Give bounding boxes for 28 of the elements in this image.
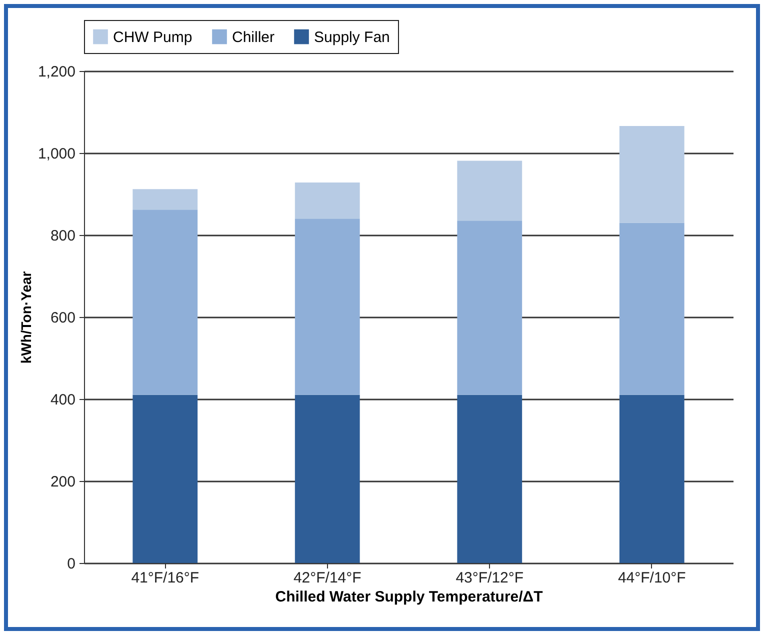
bar	[294, 394, 360, 563]
bar	[294, 182, 360, 219]
bar	[132, 210, 198, 395]
legend-label: Chiller	[232, 28, 275, 46]
bar	[619, 126, 684, 223]
bar	[457, 220, 522, 395]
bar	[619, 394, 684, 563]
y-axis-title: kWh/Ton·Year	[18, 270, 34, 364]
y-tick-label: 0	[67, 556, 76, 572]
bar	[457, 160, 522, 221]
legend-label: Supply Fan	[314, 28, 390, 46]
y-tick-label: 200	[50, 474, 76, 490]
x-tick-label: 43°F/12°F	[456, 570, 524, 586]
bar	[132, 189, 198, 210]
y-tick-label: 400	[50, 392, 76, 408]
bar	[294, 218, 360, 395]
x-tick-label: 42°F/14°F	[293, 570, 362, 586]
legend-label: CHW Pump	[113, 28, 192, 46]
y-tick-label: 1,000	[38, 146, 76, 162]
x-tick-label: 44°F/10°F	[618, 570, 686, 586]
bar	[457, 394, 522, 563]
y-tick-label: 800	[50, 228, 76, 244]
bar	[619, 222, 684, 395]
y-tick-label: 1,200	[38, 64, 76, 80]
x-axis-title: Chilled Water Supply Temperature/ΔT	[275, 588, 543, 606]
bar	[132, 394, 198, 563]
y-tick-label: 600	[50, 310, 76, 326]
x-tick-label: 41°F/16°F	[131, 570, 200, 586]
